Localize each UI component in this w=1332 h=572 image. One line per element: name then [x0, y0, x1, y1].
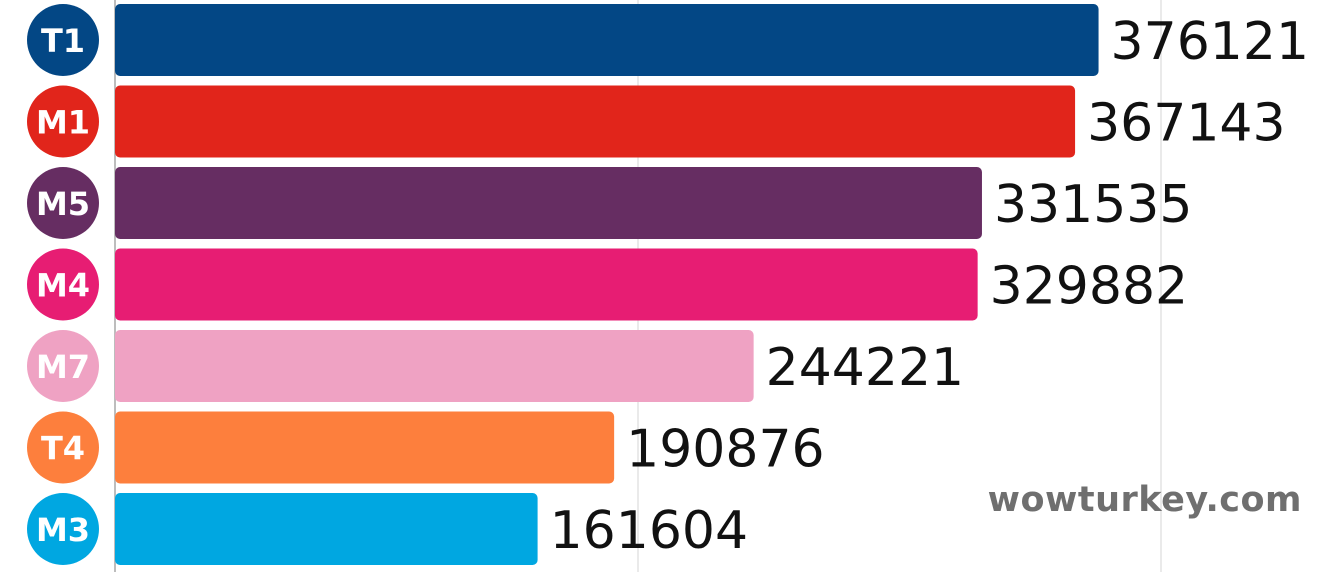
value-label-m3: 161604	[550, 501, 749, 561]
category-label-m4: M4	[36, 267, 90, 305]
line-badge-t4	[27, 411, 99, 484]
value-label-m5: 331535	[994, 175, 1193, 235]
bars-layer: T1 376121 M1 367143 M5 331535 M4 329882 M7 244221…	[27, 4, 1309, 565]
category-label-m3: M3	[36, 511, 90, 549]
category-label-t4: T4	[41, 430, 85, 468]
bar-m5	[115, 167, 982, 239]
category-label-m5: M5	[36, 185, 90, 223]
bar-m4	[115, 248, 978, 321]
line-badge-m4	[27, 248, 99, 321]
line-badge-m7	[27, 330, 99, 402]
watermark-text: wowturkey.com	[987, 480, 1302, 520]
value-label-t1: 376121	[1111, 12, 1310, 72]
bar-m1	[115, 85, 1076, 158]
bar-m7	[115, 330, 754, 402]
bar-t4	[115, 411, 615, 484]
category-label-m7: M7	[36, 348, 90, 386]
bar-m3	[115, 493, 538, 565]
line-badge-m5	[27, 167, 99, 239]
bar-t1	[115, 4, 1099, 76]
line-badge-t1	[27, 4, 99, 76]
value-label-t4: 190876	[626, 420, 825, 480]
line-badge-m1	[27, 85, 99, 158]
category-label-t1: T1	[41, 22, 85, 60]
line-badge-m3	[27, 493, 99, 565]
value-label-m7: 244221	[766, 338, 965, 398]
value-label-m1: 367143	[1087, 94, 1286, 154]
category-label-m1: M1	[36, 104, 90, 142]
value-label-m4: 329882	[990, 257, 1189, 317]
